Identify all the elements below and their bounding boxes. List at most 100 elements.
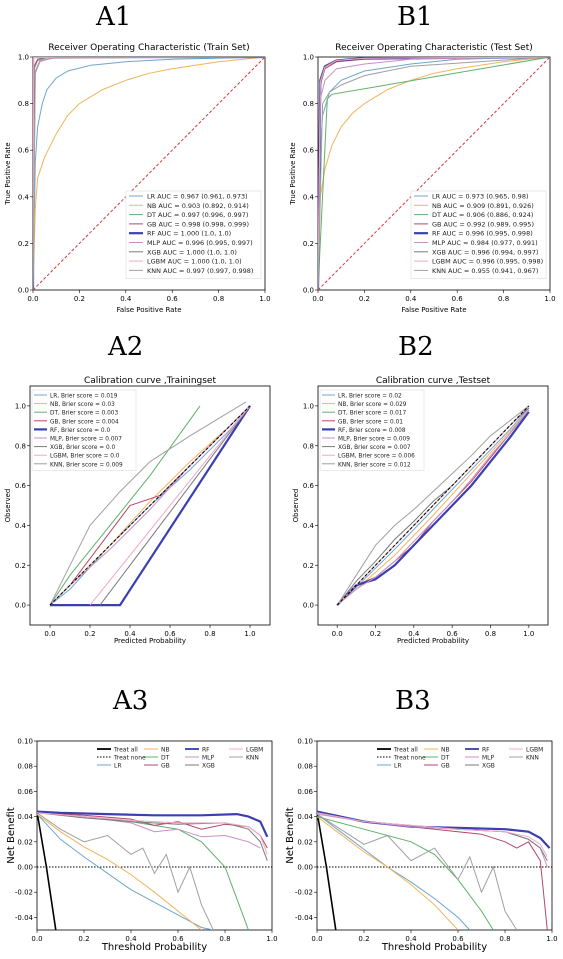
y-axis-label: Observed — [4, 489, 12, 523]
legend-entry: LR AUC = 0.967 (0.961, 0.973) — [147, 193, 248, 201]
x-tick-label: 1.0 — [546, 935, 557, 943]
legend-entry: NB AUC = 0.909 (0.891, 0.926) — [432, 202, 534, 210]
legend-entry: MLP, Brier score = 0.007 — [50, 437, 122, 443]
legend-entry: KNN — [526, 755, 539, 762]
series-line-mlp — [336, 409, 530, 606]
legend-entry: GB, Brier score = 0.004 — [50, 419, 119, 425]
plot-frame — [316, 740, 553, 931]
y-tick-label: 0.6 — [15, 482, 27, 490]
x-tick-label: 0.4 — [120, 295, 132, 303]
chart-title: Receiver Operating Characteristic (Train… — [48, 43, 249, 53]
plot-area — [33, 57, 265, 290]
y-tick-label: 0.8 — [18, 100, 29, 108]
series-line-all — [37, 811, 57, 930]
legend-entry: KNN, Brier score = 0.012 — [338, 462, 411, 468]
chart-title: Calibration curve ,Testset — [376, 376, 491, 386]
series-line-xgb — [99, 405, 251, 606]
series-line-mlp — [49, 405, 251, 606]
plot-area — [336, 405, 530, 606]
legend-entry: LR, Brier score = 0.02 — [338, 394, 402, 400]
x-tick-label: 1.0 — [259, 295, 270, 303]
y-tick-label: 0.8 — [303, 442, 314, 450]
y-tick-label: 0.06 — [297, 788, 313, 796]
legend-entry: DT, Brier score = 0.003 — [50, 411, 118, 417]
plot-frame — [36, 740, 273, 931]
plot-frame — [317, 385, 549, 626]
x-tick-label: 0.6 — [452, 935, 464, 943]
y-tick-label: 1.0 — [303, 402, 314, 410]
legend-entry: MLP — [482, 755, 495, 762]
y-tick-label: 0.08 — [297, 763, 313, 771]
legend-entry: LGBM, Brier score = 0.006 — [338, 454, 415, 460]
y-tick-label: 0.2 — [18, 240, 29, 248]
y-tick-label: 0.4 — [303, 522, 315, 530]
series-line-knn — [336, 405, 530, 606]
y-tick-label: 1.0 — [15, 402, 26, 410]
series-line-mlp — [37, 812, 261, 849]
x-tick-label: 0.2 — [370, 630, 381, 638]
legend-entry: RF — [482, 747, 490, 754]
y-axis-label: True Positive Rate — [289, 142, 297, 205]
y-tick-label: 0.02 — [297, 838, 313, 846]
y-tick-label: 0.4 — [18, 193, 30, 201]
legend-entry: NB, Brier score = 0.03 — [50, 402, 115, 408]
y-axis-label: True Positive Rate — [4, 142, 12, 205]
x-tick-label: 0.6 — [452, 295, 464, 303]
legend-entry: XGB — [202, 763, 215, 770]
x-tick-label: 0.4 — [125, 935, 137, 943]
x-tick-label: 0.4 — [408, 630, 420, 638]
x-axis-label: Threshold Probability — [101, 942, 207, 953]
y-tick-label: 0.04 — [17, 813, 33, 821]
legend-entry: KNN AUC = 0.955 (0.941, 0.967) — [432, 267, 538, 275]
legend-entry: LGBM AUC = 0.996 (0.995, 0.998) — [432, 258, 543, 266]
chart-a3: Threshold Probability Net Benefit 0.0 0.2 0.… — [6, 738, 278, 954]
plot-frame — [29, 385, 271, 626]
plot-area — [318, 57, 550, 290]
y-tick-label: 0.2 — [303, 562, 314, 570]
legend-entry: Treat none — [393, 755, 426, 762]
x-tick-label: 0.6 — [447, 630, 459, 638]
legend-entry: GB AUC = 0.998 (0.998, 0.999) — [147, 220, 249, 228]
y-tick-label: -0.02 — [295, 889, 313, 897]
series-line-xgb — [37, 812, 268, 861]
legend-entry: NB — [161, 747, 170, 754]
x-tick-label: 0.8 — [219, 935, 230, 943]
legend-entry: RF — [202, 747, 210, 754]
series-line-rf — [37, 810, 269, 838]
series-line-nb — [37, 813, 202, 930]
series-line-lr — [336, 407, 530, 606]
series-line-nb — [317, 816, 459, 930]
series-line-all — [317, 811, 337, 930]
legend-entry: XGB, Brier score = 0.007 — [338, 445, 411, 451]
series-line-lr — [37, 813, 214, 930]
series-line-dt — [37, 812, 249, 930]
legend-entry: LR — [114, 763, 122, 770]
series-line-lgbm — [318, 57, 550, 290]
y-tick-label: 0.8 — [303, 100, 314, 108]
y-axis-label: Net Benefit — [285, 807, 296, 864]
y-tick-label: 0.10 — [297, 738, 313, 746]
x-axis-label: False Positive Rate — [401, 306, 466, 314]
series-line-knn — [318, 57, 550, 290]
series-line-rf — [50, 405, 251, 607]
x-tick-label: 0.4 — [405, 935, 417, 943]
series-line-lr — [317, 813, 471, 930]
legend-entry: DT AUC = 0.906 (0.886, 0.924) — [432, 211, 533, 219]
legend-entry: GB — [161, 763, 170, 770]
legend-box — [125, 190, 262, 279]
chart-a1: Receiver Operating Characteristic (Train… — [4, 43, 271, 314]
chart-title: Calibration curve ,Trainingset — [84, 376, 217, 386]
legend-entry: MLP AUC = 0.984 (0.977, 0.991) — [432, 239, 538, 247]
x-tick-label: 1.0 — [244, 630, 255, 638]
x-tick-label: 0.6 — [172, 935, 184, 943]
y-tick-label: 0.0 — [303, 602, 314, 610]
series-line-ref — [336, 405, 530, 606]
x-tick-label: 0.0 — [31, 935, 42, 943]
chart-b1: Receiver Operating Characteristic (Test … — [289, 43, 556, 314]
x-tick-label: 0.0 — [44, 630, 55, 638]
x-axis-label: Predicted Probability — [114, 637, 186, 645]
legend-entry: RF AUC = 1.000 (1.0, 1.0) — [147, 230, 231, 238]
x-tick-label: 0.8 — [213, 295, 224, 303]
chart-a2: Calibration curve ,Trainingset Predicted … — [4, 376, 271, 645]
y-tick-label: 0.0 — [15, 602, 26, 610]
